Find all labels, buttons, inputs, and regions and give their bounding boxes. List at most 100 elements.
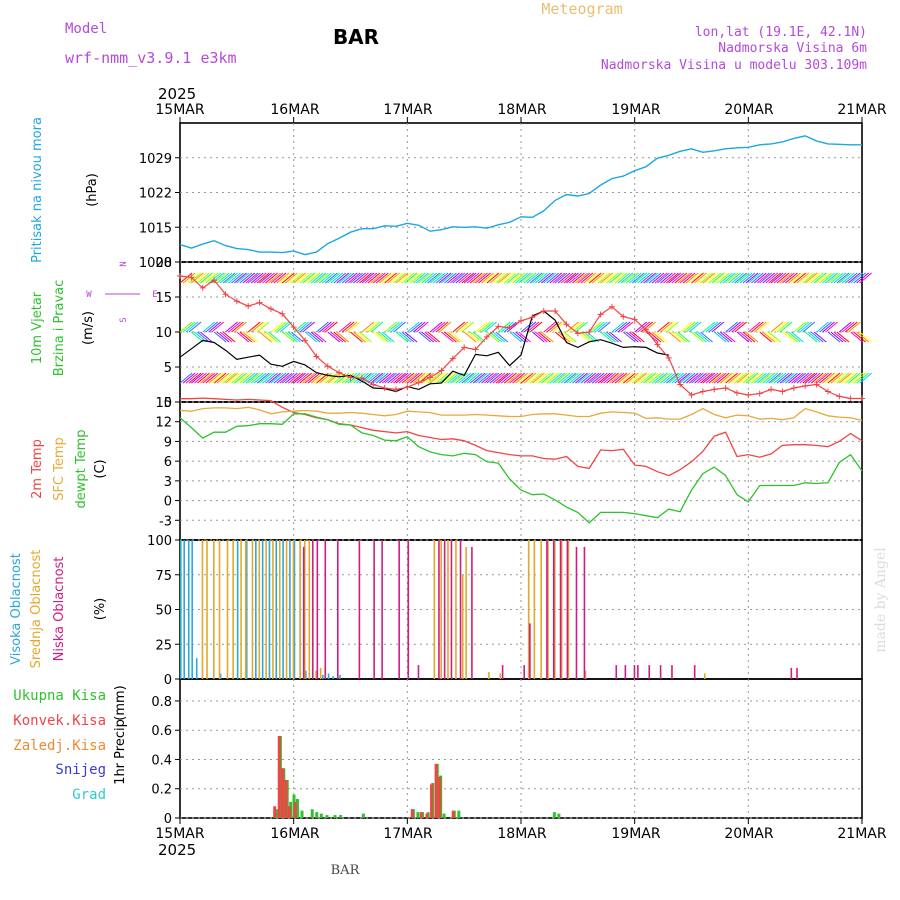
wind-vector (725, 272, 738, 284)
wind-vector (200, 331, 213, 343)
wind-vector (466, 372, 480, 384)
wind-vector (770, 272, 784, 284)
wind-vector (441, 331, 454, 343)
wind-vector (791, 331, 804, 343)
wind-vector (682, 272, 696, 284)
wind-vector (725, 372, 738, 384)
wind-vector (830, 272, 844, 284)
wind-vector (597, 372, 611, 384)
wind-vector (625, 331, 639, 343)
cloud-bar (450, 540, 453, 679)
wind-vector (822, 272, 835, 284)
wind-vector (284, 331, 298, 343)
cloud-bar (308, 540, 311, 679)
wind-vector (262, 272, 275, 284)
y-tick-label: 0 (164, 812, 172, 827)
wind-vector (461, 372, 475, 384)
wind-vector (287, 272, 301, 284)
cloud-bar (546, 540, 548, 679)
wind-vector (185, 321, 199, 333)
wind-vector (563, 372, 577, 384)
wind-vector (356, 331, 369, 343)
wind-vector (697, 372, 710, 384)
wind-vector (242, 331, 256, 343)
wind-vector (469, 372, 483, 384)
wind-vector (518, 272, 531, 284)
precip-bar (552, 812, 556, 818)
wind-ylabel: 10m Vjetar (30, 291, 45, 364)
wind-vector (779, 372, 793, 384)
wind-vector (296, 372, 309, 384)
wind-vector (754, 272, 767, 284)
precip-bar (284, 779, 288, 818)
wind-vector (234, 321, 247, 333)
cloud-bar (407, 540, 410, 679)
wind-vector (791, 272, 804, 284)
wind-vector (625, 272, 639, 284)
precip-bar (310, 809, 314, 818)
wind-vector (421, 331, 435, 343)
wind-vector (569, 372, 582, 384)
wind-vector (393, 272, 406, 284)
wind-vector (702, 372, 716, 384)
wind-vector (236, 331, 250, 343)
wind-vector (495, 372, 509, 384)
precip-bar (293, 801, 297, 818)
wind-vector (325, 372, 338, 384)
wind-vector (413, 272, 426, 284)
wind-vector (372, 331, 386, 343)
cloud-bar (567, 540, 570, 679)
wind-vector (716, 331, 730, 343)
wind-vector (205, 372, 219, 384)
wind-vector (463, 331, 477, 343)
wind-vector (716, 372, 730, 384)
wind-vector (622, 372, 636, 384)
wind-vector (739, 272, 753, 284)
wind-vector (307, 372, 321, 384)
wind-vector (776, 272, 790, 284)
wind-vector (660, 272, 673, 284)
wind-vector (341, 272, 355, 284)
wind-vector (810, 331, 824, 343)
wind-vector (588, 321, 602, 333)
wind-vector (591, 272, 605, 284)
cloud-bar (417, 665, 420, 679)
wind-vector (827, 272, 841, 284)
wind-vector (757, 272, 770, 284)
precip-bar (339, 815, 343, 818)
y-tick-label: 1008 (139, 256, 172, 271)
wind-vector (850, 272, 863, 284)
wind-vector (231, 321, 244, 333)
wind-vector (416, 321, 429, 333)
wind-vector (197, 272, 210, 284)
wind-vector (444, 272, 457, 284)
wind-vector (407, 372, 420, 384)
wind-vector (236, 272, 250, 284)
wind-vector (776, 321, 790, 333)
wind-vector (614, 272, 628, 284)
wind-vector (281, 331, 295, 343)
wind-vector (194, 372, 207, 384)
wind-vector (378, 272, 392, 284)
wind-vector (262, 372, 275, 384)
wind-vector (197, 372, 210, 384)
wind-vector (745, 372, 759, 384)
wind-vector (503, 372, 517, 384)
wind-vector (387, 272, 400, 284)
y-tick-label: 0.4 (151, 753, 172, 768)
time-tick-bottom: 16MAR (270, 826, 319, 842)
wind-vector (594, 372, 608, 384)
wind-vector (281, 272, 295, 284)
wind-vector (682, 321, 696, 333)
wind-vector (316, 321, 329, 333)
cloud-bar (575, 546, 578, 679)
wind-vector (663, 321, 676, 333)
footer-station: BAR (331, 863, 361, 878)
wind-vector (447, 331, 460, 343)
wind-vector (543, 272, 557, 284)
y-tick-label: 1022 (139, 187, 172, 202)
wind-vector (691, 372, 704, 384)
wind-vector (702, 321, 716, 333)
wind-vector (572, 372, 585, 384)
wind-vector (222, 331, 236, 343)
